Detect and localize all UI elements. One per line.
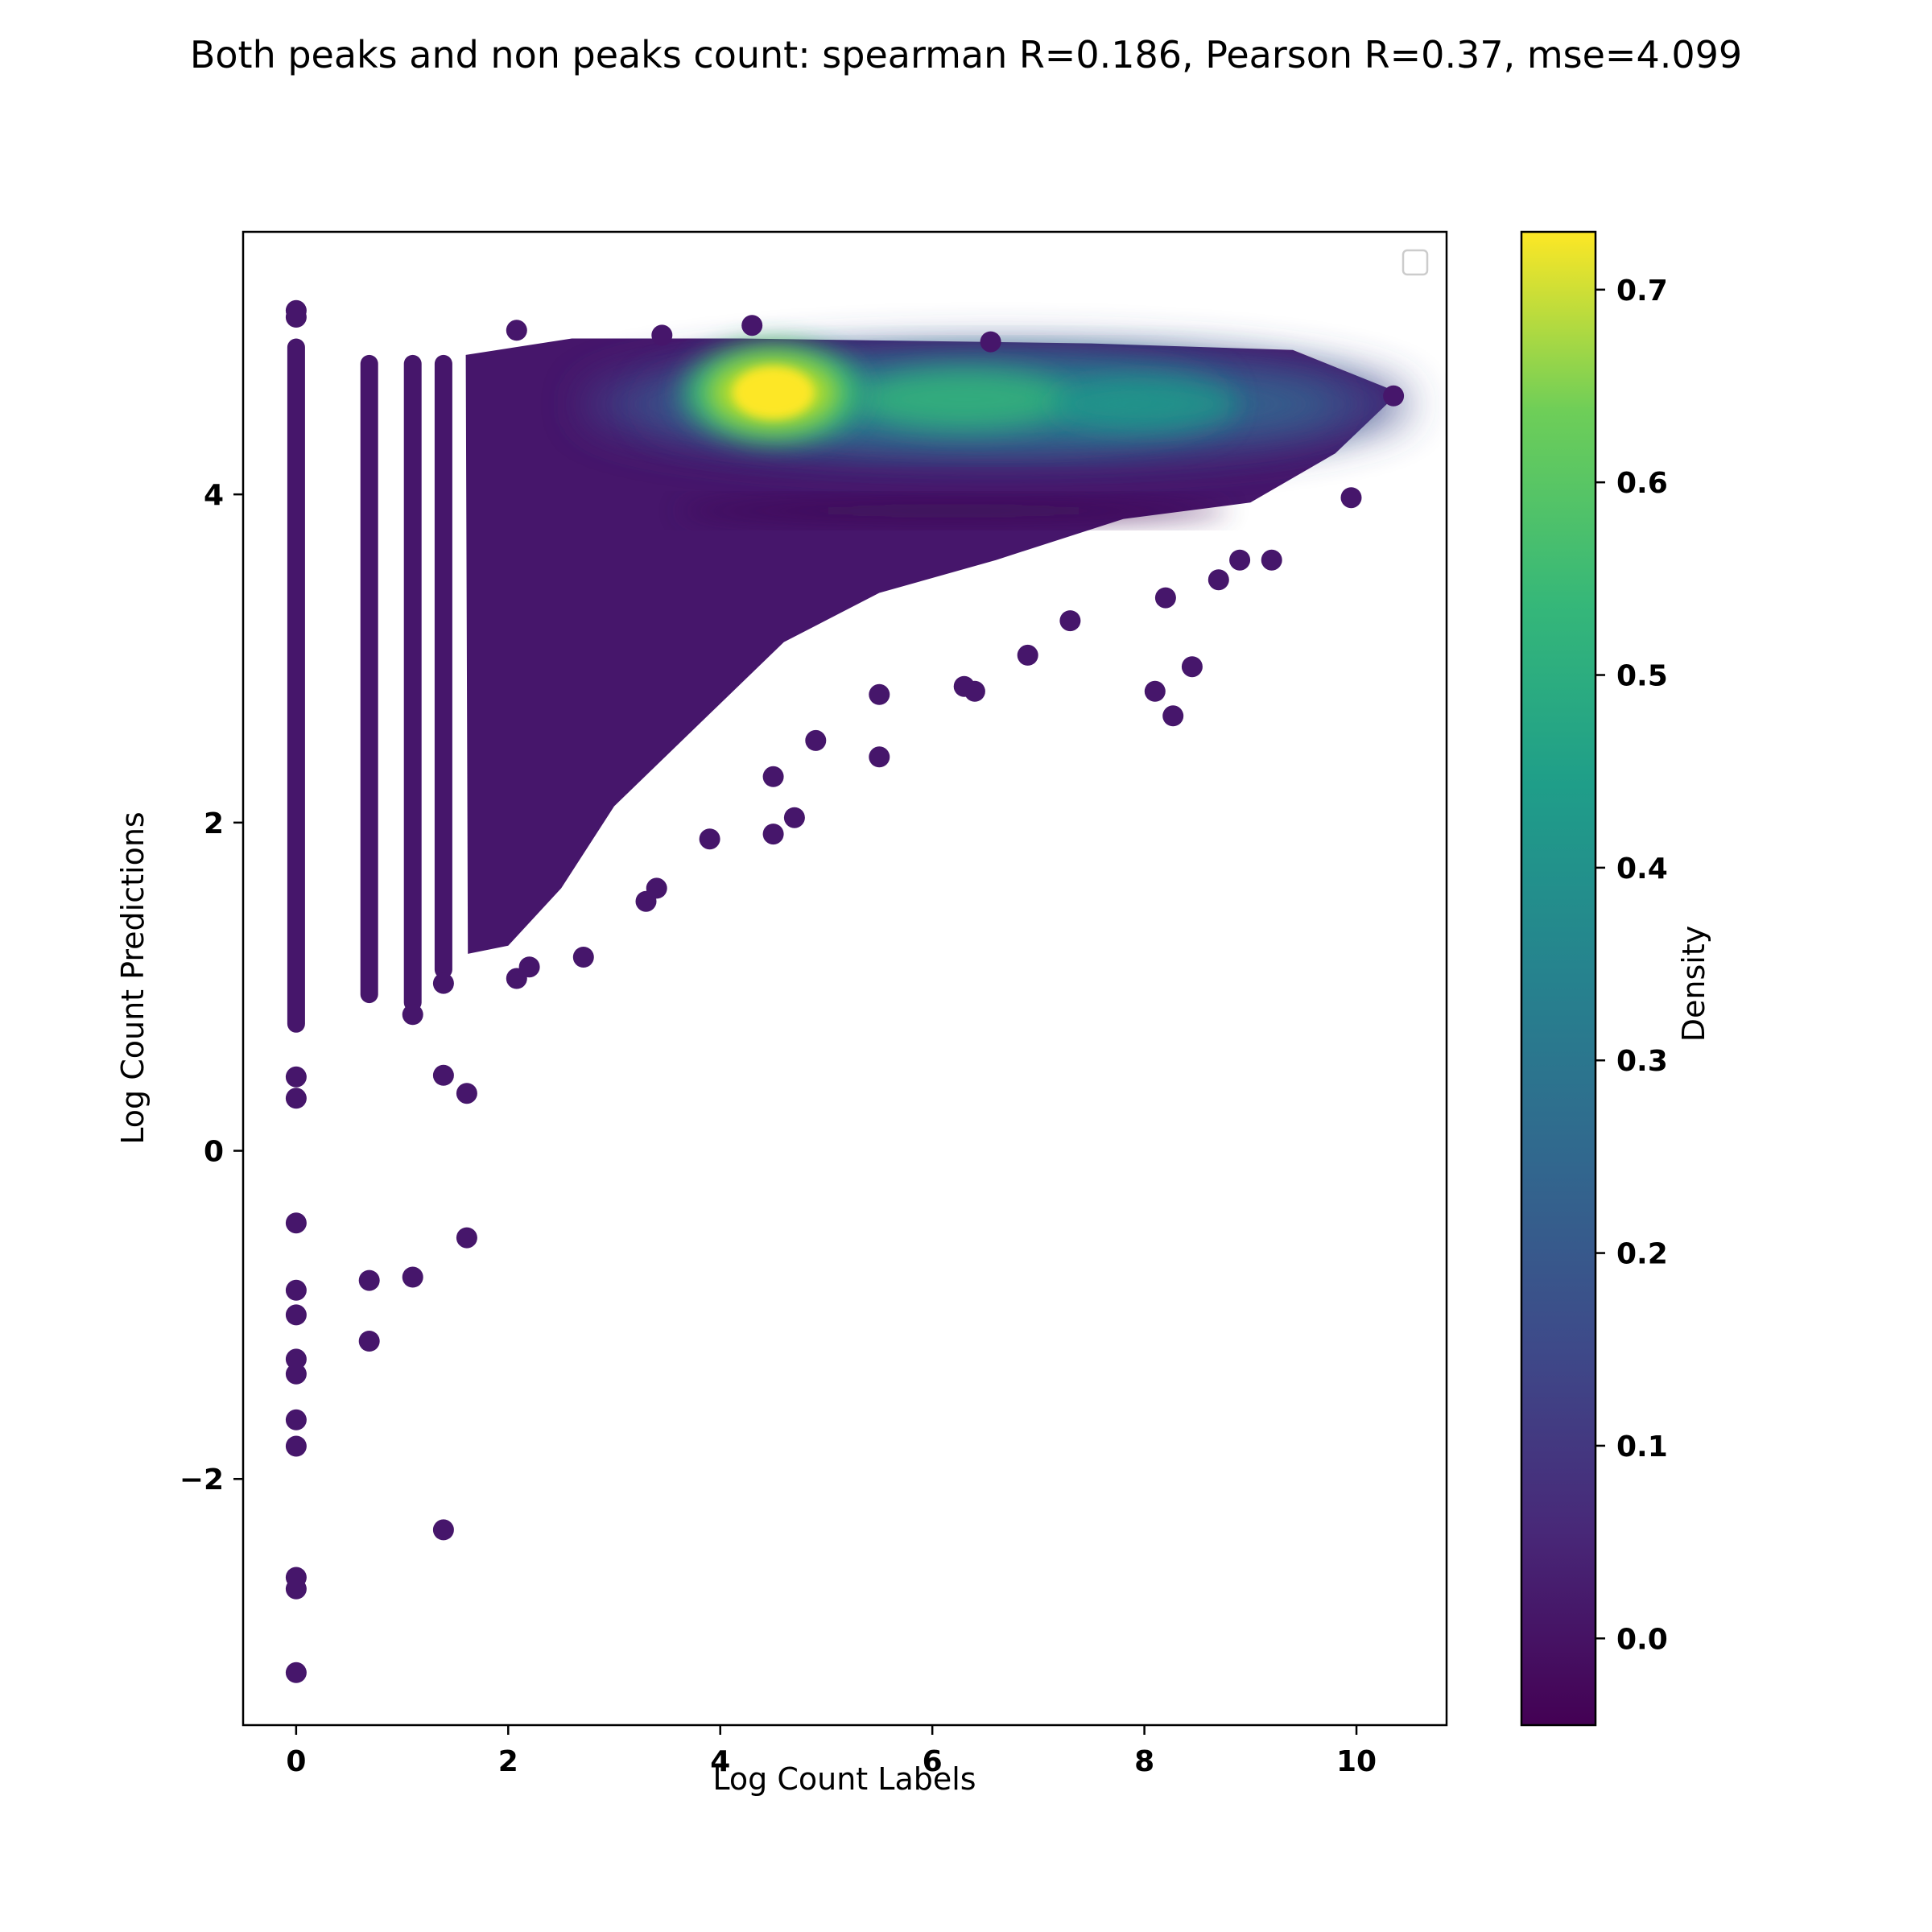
x-tick-label: 0 bbox=[286, 1745, 306, 1778]
x-tick-label: 10 bbox=[1336, 1745, 1377, 1778]
scatter-point bbox=[651, 324, 673, 346]
scatter-point bbox=[358, 1331, 380, 1352]
scatter-point bbox=[285, 1304, 307, 1326]
scatter-point bbox=[358, 1269, 380, 1291]
x-tick-label: 6 bbox=[923, 1745, 943, 1778]
scatter-point bbox=[783, 807, 805, 828]
colorbar-tick-label: 0.6 bbox=[1616, 467, 1668, 500]
y-tick-label: 4 bbox=[204, 479, 224, 512]
label-stripe bbox=[287, 338, 305, 1033]
scatter-point bbox=[285, 1363, 307, 1385]
scatter-point bbox=[805, 729, 827, 751]
colorbar bbox=[1520, 230, 1597, 1727]
scatter-point bbox=[285, 1066, 307, 1088]
scatter-point bbox=[980, 331, 1001, 353]
colorbar-tick-label: 0.2 bbox=[1616, 1238, 1668, 1271]
y-tick-label: −2 bbox=[180, 1463, 224, 1496]
scatter-point bbox=[699, 828, 720, 850]
scatter-point bbox=[953, 675, 975, 697]
scatter-point bbox=[1383, 385, 1405, 407]
x-tick-label: 2 bbox=[498, 1745, 518, 1778]
density-region bbox=[465, 338, 1399, 954]
label-stripe bbox=[403, 354, 422, 1012]
scatter-point bbox=[506, 320, 527, 341]
scatter-point bbox=[285, 1435, 307, 1457]
colorbar-label: Density bbox=[1676, 926, 1711, 1042]
chart-title: Both peaks and non peaks count: spearman… bbox=[190, 33, 1742, 76]
x-axis: 0 2 4 6 8 10 bbox=[286, 1725, 1377, 1778]
density-peak bbox=[858, 369, 1071, 429]
scatter-point bbox=[646, 877, 667, 899]
scatter-point bbox=[572, 947, 594, 968]
legend-box bbox=[1402, 249, 1429, 276]
y-axis-label: Log Count Predictions bbox=[115, 811, 151, 1144]
scatter-point bbox=[1261, 549, 1282, 571]
scatter-point bbox=[285, 1409, 307, 1430]
scatter-point bbox=[869, 683, 890, 705]
scatter-point bbox=[402, 1266, 423, 1288]
scatter-point bbox=[456, 1227, 477, 1249]
scatter-point bbox=[285, 1662, 307, 1683]
scatter-point bbox=[432, 1064, 454, 1086]
density-trough bbox=[678, 501, 1229, 521]
colorbar-tick-label: 0.3 bbox=[1616, 1045, 1668, 1078]
scatter-point bbox=[285, 1578, 307, 1600]
scatter-point bbox=[1229, 549, 1251, 571]
colorbar-tick-label: 0.4 bbox=[1616, 852, 1668, 886]
scatter-density-cloud bbox=[287, 338, 1410, 1033]
label-stripe bbox=[360, 354, 378, 1004]
scatter-point bbox=[518, 956, 540, 978]
colorbar-tick-label: 0.0 bbox=[1616, 1623, 1668, 1656]
x-tick-label: 8 bbox=[1134, 1745, 1154, 1778]
label-stripe bbox=[434, 354, 452, 979]
scatter-point bbox=[285, 1279, 307, 1301]
scatter-point bbox=[1154, 587, 1176, 609]
scatter-point bbox=[432, 972, 454, 994]
colorbar-tick-label: 0.5 bbox=[1616, 660, 1668, 693]
scatter-point bbox=[285, 307, 307, 328]
scatter-point bbox=[1340, 487, 1362, 509]
scatter-point bbox=[285, 1348, 307, 1370]
colorbar-tick-label: 0.1 bbox=[1616, 1430, 1668, 1463]
scatter-point bbox=[432, 1519, 454, 1541]
scatter-point bbox=[762, 766, 784, 787]
scatter-points bbox=[285, 299, 1405, 1683]
scatter-point bbox=[741, 315, 763, 336]
scatter-point bbox=[1059, 610, 1081, 632]
scatter-point bbox=[869, 746, 890, 768]
scatter-point bbox=[762, 824, 784, 845]
scatter-point bbox=[1144, 680, 1166, 702]
x-tick-label: 4 bbox=[710, 1745, 730, 1778]
scatter-point bbox=[1162, 705, 1184, 727]
scatter-point bbox=[402, 1004, 423, 1026]
scatter-point bbox=[1017, 644, 1038, 666]
scatter-point bbox=[1181, 656, 1203, 678]
x-axis-label: Log Count Labels bbox=[712, 1761, 976, 1797]
y-axis: −2 0 2 4 bbox=[180, 479, 243, 1496]
scatter-point bbox=[285, 1212, 307, 1234]
scatter-point bbox=[1208, 569, 1229, 591]
density-peak bbox=[1049, 378, 1241, 431]
y-tick-label: 0 bbox=[204, 1136, 224, 1169]
plot-frame bbox=[242, 230, 1448, 1727]
y-tick-label: 2 bbox=[204, 807, 224, 840]
colorbar-tick-label: 0.7 bbox=[1616, 275, 1668, 308]
scatter-point bbox=[285, 1088, 307, 1109]
density-peak bbox=[733, 366, 814, 419]
scatter-point bbox=[456, 1083, 477, 1104]
colorbar-ticks: 0.0 0.1 0.2 0.3 0.4 0.5 0.6 0.7 bbox=[1596, 275, 1668, 1656]
